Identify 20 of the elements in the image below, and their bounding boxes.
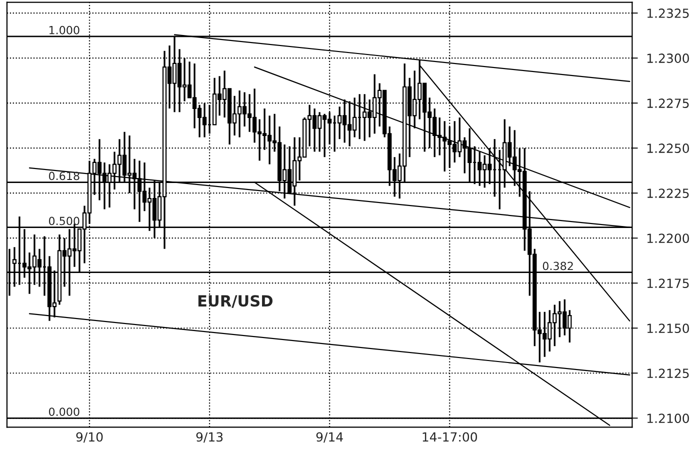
annotation: 0.500	[48, 216, 80, 226]
annotation: 0.382	[542, 262, 573, 270]
x-tick-label: 9/10	[76, 432, 103, 443]
y-tick-label: 1.2225	[647, 188, 689, 198]
y-tick-label: 1.2150	[647, 324, 689, 334]
y-tick-label: 1.2175	[647, 278, 689, 288]
annotation: 0.000	[48, 408, 80, 416]
annotation: 0.618	[48, 172, 80, 180]
x-tick-label: 9/13	[196, 432, 223, 443]
annotation: 1.000	[49, 26, 80, 34]
y-tick-label: 1.2100	[647, 414, 689, 424]
x-tick-label: 9/14	[316, 432, 343, 443]
y-tick-label: 1.2200	[647, 234, 689, 244]
y-tick-label: 1.2250	[647, 144, 689, 154]
y-tick-label: 1.2300	[647, 54, 689, 63]
y-tick-label: 1.2325	[647, 8, 689, 18]
text: EUR/USD	[198, 295, 273, 308]
y-tick-label: 1.2125	[647, 368, 689, 378]
x-tick-label: 14-17:00	[422, 432, 478, 442]
y-tick-label: 1.2275	[647, 98, 689, 108]
